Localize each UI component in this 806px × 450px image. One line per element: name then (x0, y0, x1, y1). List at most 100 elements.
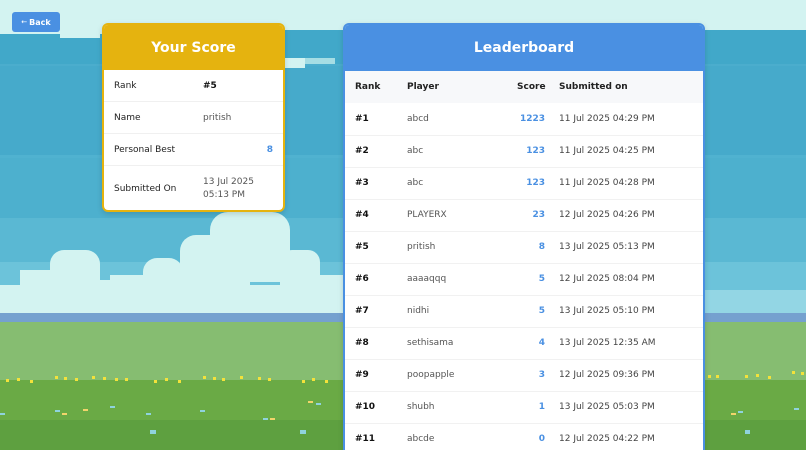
row-rank: #10 (355, 402, 376, 412)
cloud (143, 258, 183, 283)
table-row: #5 pritish 8 13 Jul 2025 05:13 PM (345, 231, 703, 263)
pebble (300, 430, 306, 434)
table-row: #2 abc 123 11 Jul 2025 04:25 PM (345, 135, 703, 167)
pebble (270, 418, 275, 420)
flower (801, 372, 804, 375)
row-score: 1223 (519, 113, 545, 124)
row-submitted: 11 Jul 2025 04:29 PM (559, 113, 655, 124)
pebble (316, 403, 321, 405)
cloud (60, 30, 100, 38)
flower (75, 378, 78, 381)
leaderboard-header-row: Rank Player Score Submitted on (345, 71, 703, 103)
cloud-wisp (285, 58, 305, 68)
table-row: #4 PLAYERX 23 12 Jul 2025 04:26 PM (345, 199, 703, 231)
pebble (745, 430, 750, 434)
row-player: nidhi (407, 306, 430, 316)
cloud (315, 275, 343, 290)
score-row-rank: Rank #5 (104, 70, 283, 102)
table-row: #1 abcd 1223 11 Jul 2025 04:29 PM (345, 103, 703, 135)
flower (240, 376, 243, 379)
flower (103, 377, 106, 380)
row-player: shubh (407, 402, 435, 412)
row-submitted: 12 Jul 2025 04:26 PM (559, 210, 655, 220)
flower (154, 380, 157, 383)
submitted-on-value: 13 Jul 2025 05:13 PM (203, 176, 273, 202)
row-score: 5 (538, 306, 545, 316)
flower (17, 378, 20, 381)
pebble (146, 413, 151, 415)
flower (55, 376, 58, 379)
column-header-player: Player (407, 82, 439, 92)
column-header-rank: Rank (355, 82, 381, 92)
flower (92, 376, 95, 379)
table-row: #9 poopapple 3 12 Jul 2025 09:36 PM (345, 359, 703, 391)
row-rank: #7 (355, 306, 369, 316)
cloud (280, 250, 320, 285)
table-row: #7 nidhi 5 13 Jul 2025 05:10 PM (345, 295, 703, 327)
personal-best-label: Personal Best (114, 144, 176, 155)
flower (302, 380, 305, 383)
table-row: #3 abc 123 11 Jul 2025 04:28 PM (345, 167, 703, 199)
your-score-title: Your Score (104, 25, 283, 70)
row-rank: #11 (355, 434, 376, 444)
row-player: abcde (407, 434, 435, 444)
flower (213, 377, 216, 380)
row-submitted: 13 Jul 2025 05:13 PM (559, 242, 655, 252)
pebble (55, 410, 60, 412)
row-submitted: 11 Jul 2025 04:28 PM (559, 178, 655, 188)
pebble (83, 409, 88, 411)
flower (716, 375, 719, 378)
back-button[interactable]: ← Back (12, 12, 60, 32)
flower (165, 378, 168, 381)
flower (708, 375, 711, 378)
flower (792, 371, 795, 374)
row-rank: #6 (355, 274, 369, 284)
row-score: 1 (538, 402, 545, 412)
flower (768, 376, 771, 379)
row-player: PLAYERX (407, 210, 447, 220)
table-row: #6 aaaaqqq 5 12 Jul 2025 08:04 PM (345, 263, 703, 295)
arrow-left-icon: ← (21, 18, 28, 26)
submitted-date: 13 Jul 2025 (203, 177, 254, 187)
row-submitted: 13 Jul 2025 12:35 AM (559, 338, 656, 348)
row-submitted: 13 Jul 2025 05:10 PM (559, 306, 655, 316)
leaderboard-title: Leaderboard (345, 25, 703, 71)
pebble (263, 418, 268, 420)
leaderboard-card: Leaderboard Rank Player Score Submitted … (343, 23, 705, 450)
flower (125, 378, 128, 381)
flower (325, 380, 328, 383)
column-header-submitted-on: Submitted on (559, 82, 628, 92)
column-header-score: Score (517, 82, 546, 92)
flower (745, 375, 748, 378)
cloud-wisp (285, 58, 335, 64)
row-score: 3 (538, 370, 545, 380)
row-submitted: 13 Jul 2025 05:03 PM (559, 402, 655, 412)
row-score: 23 (532, 210, 545, 220)
flower (268, 378, 271, 381)
flower (6, 379, 9, 382)
your-score-card: Your Score Rank #5 Name pritish Personal… (102, 23, 285, 212)
row-player: poopapple (407, 370, 455, 380)
row-rank: #2 (355, 146, 369, 156)
score-row-submitted-on: Submitted On 13 Jul 2025 05:13 PM (104, 166, 283, 210)
row-player: abcd (407, 113, 429, 124)
row-player: abc (407, 146, 424, 156)
submitted-on-label: Submitted On (114, 184, 177, 194)
flower (203, 376, 206, 379)
row-rank: #9 (355, 370, 369, 380)
pebble (0, 413, 5, 415)
rank-value: #5 (203, 80, 217, 91)
row-score: 123 (526, 146, 545, 156)
leaderboard-table: Rank Player Score Submitted on #1 abcd 1… (345, 71, 703, 450)
row-score: 8 (538, 242, 545, 252)
row-rank: #8 (355, 338, 369, 348)
row-submitted: 12 Jul 2025 04:22 PM (559, 434, 655, 444)
pebble (731, 413, 736, 415)
pebble (794, 408, 799, 410)
flower (258, 377, 261, 380)
pebble (200, 410, 205, 412)
row-score: 0 (538, 434, 545, 444)
cloud (735, 0, 806, 22)
flower (756, 374, 759, 377)
row-score: 123 (526, 178, 545, 188)
